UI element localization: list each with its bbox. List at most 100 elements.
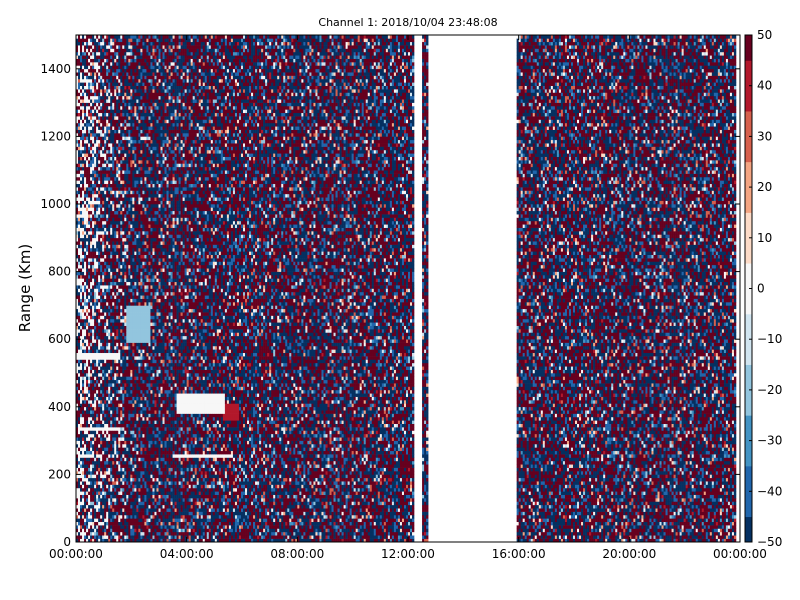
heatmap-cell	[90, 143, 92, 147]
heatmap-cell	[116, 356, 118, 360]
heatmap-cell	[108, 116, 110, 120]
heatmap-cell	[100, 255, 102, 259]
heatmap-cell	[108, 248, 110, 252]
heatmap-cell	[94, 106, 96, 110]
heatmap-cell	[112, 140, 114, 144]
heatmap-cell	[122, 525, 124, 529]
heatmap-cell	[118, 488, 120, 492]
heatmap-cell	[84, 201, 86, 205]
heatmap-cell	[104, 430, 106, 434]
heatmap-cell	[80, 349, 82, 353]
heatmap-cell	[98, 393, 100, 397]
heatmap-cell	[102, 136, 104, 140]
heatmap-cell	[78, 109, 80, 113]
heatmap-cell	[82, 197, 84, 201]
heatmap-cell	[118, 76, 120, 80]
heatmap-cell	[84, 157, 86, 161]
heatmap-cell	[108, 295, 110, 299]
heatmap-cell	[104, 305, 106, 309]
heatmap-cell	[108, 123, 110, 127]
heatmap-cell	[116, 481, 118, 485]
heatmap-cell	[80, 316, 82, 320]
heatmap-cell	[102, 190, 104, 194]
heatmap-cell	[118, 447, 120, 451]
heatmap-cell	[112, 427, 114, 431]
heatmap-cell	[110, 444, 112, 448]
heatmap-cell	[118, 82, 120, 86]
heatmap-cell	[82, 285, 84, 289]
heatmap-cell	[98, 211, 100, 215]
heatmap-cell	[96, 427, 98, 431]
heatmap-cell	[94, 528, 96, 532]
heatmap-cell	[84, 346, 86, 350]
heatmap-cell	[98, 363, 100, 367]
heatmap-cell	[80, 451, 82, 455]
heatmap-cell	[120, 505, 122, 509]
heatmap-cell	[92, 474, 94, 478]
heatmap-cell	[100, 69, 102, 73]
heatmap-cell	[90, 255, 92, 259]
heatmap-cell	[82, 491, 84, 495]
heatmap-cell	[104, 461, 106, 465]
heatmap-cell	[88, 410, 90, 414]
heatmap-cell	[84, 312, 86, 316]
heatmap-cell	[100, 437, 102, 441]
heatmap-cell	[92, 508, 94, 512]
heatmap-cell	[120, 157, 122, 161]
heatmap-cell	[114, 528, 116, 532]
heatmap-cell	[80, 62, 82, 66]
heatmap-cell	[98, 255, 100, 259]
heatmap-cell	[100, 251, 102, 255]
heatmap-cell	[112, 150, 114, 154]
heatmap-cell	[92, 363, 94, 367]
heatmap-cell	[88, 207, 90, 211]
heatmap-cell	[106, 417, 108, 421]
heatmap-cell	[120, 197, 122, 201]
heatmap-cell	[108, 525, 110, 529]
heatmap-cell	[94, 400, 96, 404]
heatmap-cell	[106, 302, 108, 306]
heatmap-cell	[114, 255, 116, 259]
heatmap-cell	[98, 245, 100, 249]
heatmap-cell	[118, 170, 120, 174]
heatmap-cell	[82, 292, 84, 296]
heatmap-cell	[102, 72, 104, 76]
heatmap-cell	[122, 481, 124, 485]
heatmap-cell	[98, 359, 100, 363]
heatmap-cell	[110, 532, 112, 536]
heatmap-cell	[112, 160, 114, 164]
heatmap-cell	[102, 241, 104, 245]
heatmap-cell	[92, 525, 94, 529]
heatmap-cell	[118, 160, 120, 164]
heatmap-cell	[102, 458, 104, 462]
heatmap-cell	[88, 79, 90, 83]
heatmap-cell	[110, 508, 112, 512]
heatmap-cell	[100, 461, 102, 465]
heatmap-cell	[100, 359, 102, 363]
heatmap-cell	[92, 79, 94, 83]
heatmap-cell	[104, 366, 106, 370]
heatmap-cell	[108, 72, 110, 76]
heatmap-cell	[90, 49, 92, 53]
heatmap-cell	[92, 133, 94, 137]
heatmap-cell	[78, 420, 80, 424]
heatmap-cell	[92, 272, 94, 276]
heatmap-cell	[114, 370, 116, 374]
heatmap-cell	[90, 522, 92, 526]
heatmap-cell	[78, 299, 80, 303]
heatmap-cell	[112, 272, 114, 276]
heatmap-cell	[82, 190, 84, 194]
heatmap-cell	[78, 373, 80, 377]
heatmap-cell	[82, 508, 84, 512]
heatmap-cell	[122, 407, 124, 411]
heatmap-cell	[118, 407, 120, 411]
heatmap-cell	[112, 285, 114, 289]
heatmap-cell	[102, 414, 104, 418]
heatmap-cell	[98, 123, 100, 127]
heatmap-cell	[82, 248, 84, 252]
heatmap-cell	[106, 72, 108, 76]
heatmap-cell	[90, 322, 92, 326]
heatmap-cell	[104, 498, 106, 502]
heatmap-cell	[102, 312, 104, 316]
heatmap-cell	[106, 228, 108, 232]
